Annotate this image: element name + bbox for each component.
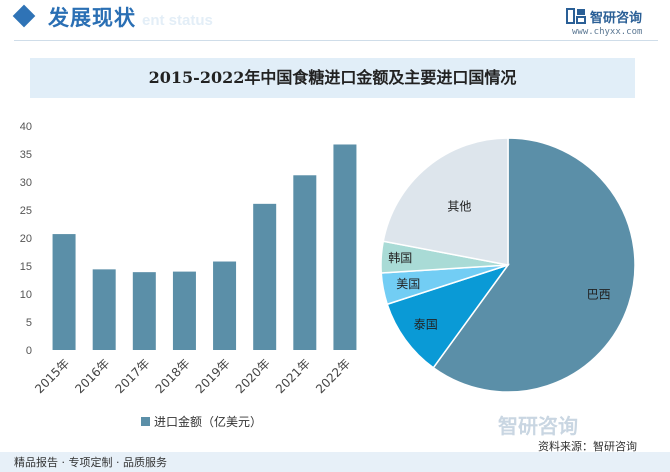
section-title: 发展现状 <box>48 6 136 30</box>
pie-label: 其他 <box>447 199 471 213</box>
data-source: 资料来源：智研咨询 <box>538 440 637 453</box>
legend-swatch <box>141 417 150 426</box>
legend-label: 进口金额（亿美元） <box>154 414 262 429</box>
x-tick-label: 2018年 <box>153 356 193 396</box>
x-tick-label: 2019年 <box>193 356 233 396</box>
brand-name: 智研咨询 <box>590 11 643 26</box>
bar <box>172 271 196 350</box>
bar <box>52 234 76 350</box>
chart-title: 2015-2022年中国食糖进口金额及主要进口国情况 <box>148 68 517 87</box>
pie-slice <box>432 137 636 393</box>
pie-label: 泰国 <box>414 318 438 332</box>
y-tick-label: 40 <box>20 121 32 133</box>
y-tick-label: 20 <box>20 233 32 245</box>
y-tick-label: 15 <box>20 261 32 273</box>
y-tick-label: 30 <box>20 177 32 189</box>
bar <box>213 261 237 350</box>
section-watermark: ent status <box>142 12 213 29</box>
brand-watermark: 智研咨询 <box>498 414 578 438</box>
pie-label: 韩国 <box>388 250 412 265</box>
x-tick-label: 2017年 <box>112 356 152 396</box>
pie-slice <box>386 263 510 369</box>
bar <box>92 269 116 350</box>
footer-bar <box>0 452 670 472</box>
pie-slice <box>382 137 509 266</box>
y-tick-label: 0 <box>26 345 32 357</box>
footer-slogan: 精品报告 · 专项定制 · 品质服务 <box>14 456 167 469</box>
y-tick-label: 25 <box>20 205 32 217</box>
header-divider <box>14 40 658 41</box>
pie-label: 美国 <box>396 277 420 291</box>
y-tick-label: 5 <box>26 317 32 329</box>
x-tick-label: 2022年 <box>313 356 353 396</box>
y-tick-label: 10 <box>20 289 32 301</box>
x-tick-label: 2015年 <box>32 356 72 396</box>
brand-logo-icon <box>566 8 586 24</box>
brand-url[interactable]: www.chyxx.com <box>572 27 643 37</box>
x-tick-label: 2020年 <box>233 356 273 396</box>
bar <box>132 272 156 350</box>
x-tick-label: 2021年 <box>273 356 313 396</box>
x-tick-label: 2016年 <box>72 356 112 396</box>
bar <box>253 203 277 350</box>
y-tick-label: 35 <box>20 149 32 161</box>
pie-label: 巴西 <box>587 287 611 301</box>
bar <box>333 144 357 350</box>
bar <box>293 175 317 350</box>
title-band <box>30 58 635 98</box>
